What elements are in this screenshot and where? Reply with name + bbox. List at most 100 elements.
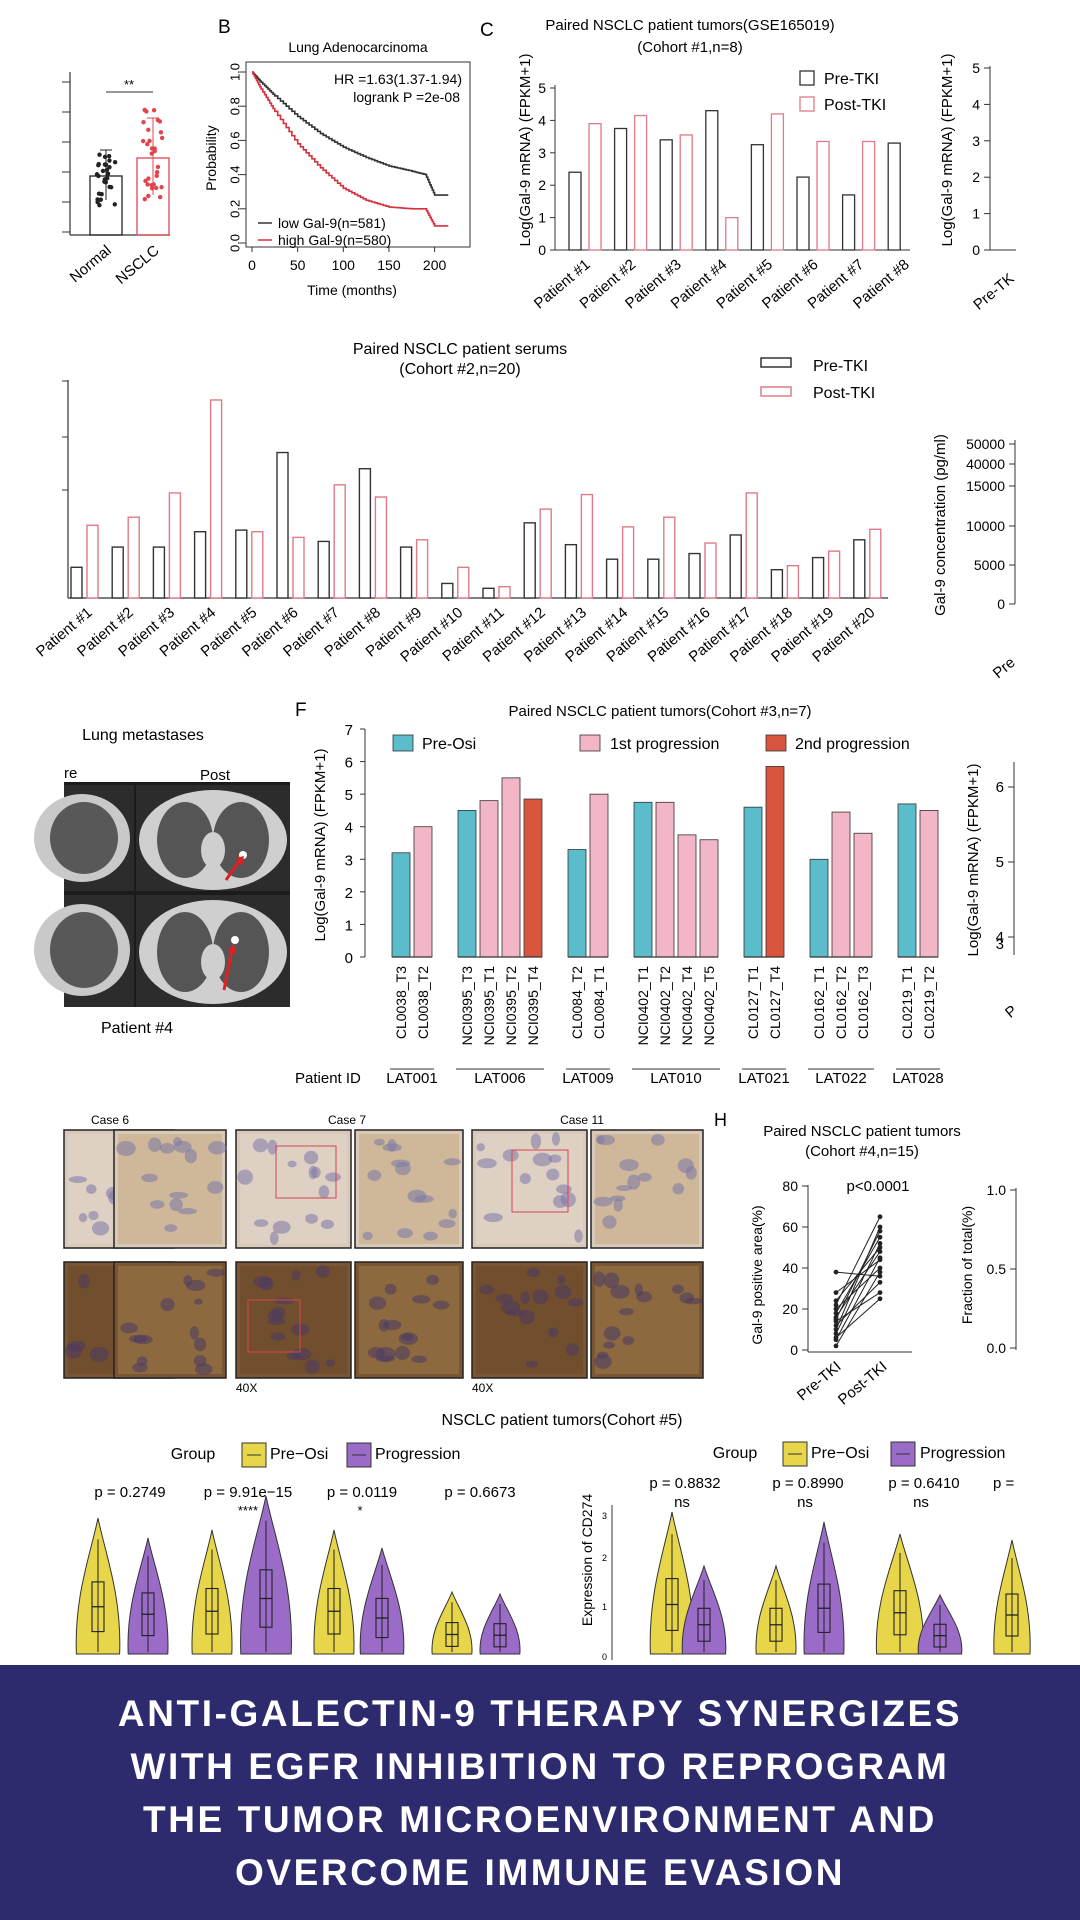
panel-b-ytick-label: 0.4 (227, 166, 242, 184)
paired-point-pre (833, 1310, 839, 1316)
dot-normal (107, 158, 112, 163)
ct-scan-post-bottom (136, 895, 290, 1007)
arrow-icon-head (228, 944, 236, 954)
cell-nucleus (603, 1326, 621, 1341)
paired-point-post (877, 1234, 883, 1240)
panel-h-letter: H (714, 1110, 727, 1130)
bar-f (391, 852, 411, 958)
cell-nucleus (520, 1291, 531, 1304)
panel-i-right-ytick: 3 (602, 1511, 607, 1521)
panel-i-legend-pre-right: Pre−Osi (811, 1445, 869, 1462)
cell-nucleus (177, 1208, 198, 1215)
dot-nsclc (141, 120, 146, 125)
xtick-nsclc: NSCLC (113, 242, 163, 288)
paired-point-pre (833, 1302, 839, 1308)
bar-d (523, 522, 536, 599)
bar-d (374, 496, 388, 599)
dot-normal (112, 202, 117, 207)
panel-h-title-2: (Cohort #4,n=15) (805, 1143, 919, 1160)
panel-f-sample-label: NCI0395_T4 (525, 966, 541, 1046)
pvalue-right-1: p = 0.8832 (649, 1475, 720, 1492)
cell-nucleus (596, 1351, 609, 1359)
paired-point-post (877, 1241, 883, 1246)
panel-i-group-label-left: Group (171, 1446, 216, 1463)
bar-d (441, 582, 454, 599)
panel-b-ytick-label: 0.8 (227, 97, 242, 115)
panel-c: C Paired NSCLC patient tumors(GSE165019)… (480, 17, 1018, 314)
panel-c-side-xtick: Pre-TK (970, 270, 1017, 314)
cell-nucleus (253, 1276, 272, 1288)
pvalue-left-2: p = 9.91e−15 (204, 1484, 292, 1501)
panel-f-sample-label: CL0162_T2 (833, 966, 849, 1039)
panel-f-ytick-label: 6 (345, 755, 353, 772)
dot-normal (105, 176, 110, 181)
panel-d-side-ytick-label: 15000 (966, 478, 1005, 494)
bar-f (699, 839, 719, 958)
bar-d (827, 550, 841, 599)
panel-i-right-ylabel: Expression of CD274 (579, 1494, 595, 1627)
panel-f-sample-label: CL0084_T1 (591, 966, 607, 1039)
bar-c (568, 171, 582, 251)
panel-c-ytick-label: 5 (538, 80, 546, 96)
cell-nucleus (384, 1283, 397, 1295)
paired-line (835, 1216, 881, 1306)
cell-nucleus (252, 1138, 269, 1153)
dot-nsclc (158, 130, 164, 135)
cell-nucleus (548, 1154, 562, 1163)
cell-nucleus (78, 1273, 90, 1289)
panel-f-side-xtick: P (1002, 1002, 1021, 1021)
panel-c-side-ytick-label: 0 (972, 242, 980, 258)
panel-c-side-ytick-label: 1 (972, 206, 980, 222)
panel-i-right-ytick: 0 (602, 1652, 607, 1662)
cell-nucleus (89, 1346, 109, 1362)
panel-i-title: NSCLC patient tumors(Cohort #5) (442, 1412, 683, 1429)
cell-nucleus (269, 1231, 279, 1245)
panel-b-ytick-label: 0.6 (227, 131, 242, 149)
cell-nucleus (120, 1322, 138, 1334)
pvalue-left-4: p = 0.6673 (444, 1484, 515, 1501)
panel-h-chart: 0 20 40 60 80 (782, 1178, 883, 1358)
violin-plots (75, 1495, 1031, 1655)
paired-point-post (877, 1249, 883, 1254)
panel-f-sample-label: CL0162_T1 (811, 966, 827, 1039)
bar-d (399, 546, 413, 599)
dot-nsclc (143, 178, 148, 184)
panel-c-ytick-label: 0 (538, 242, 546, 258)
panel-f-side-ytick-label: 4 (996, 929, 1004, 946)
cell-nucleus (362, 1231, 373, 1241)
cell-nucleus (207, 1180, 224, 1194)
panel-f-ytick-label: 0 (345, 950, 353, 967)
paired-point-post (877, 1257, 883, 1263)
bar-f (501, 777, 521, 958)
cell-nucleus (237, 1169, 253, 1185)
cell-nucleus (318, 1185, 330, 1199)
dot-normal (94, 172, 100, 177)
paired-point-pre (833, 1298, 839, 1304)
bar-d (457, 566, 470, 599)
panel-f-sample-label: CL0219_T2 (921, 966, 937, 1039)
panel-f-sample-label: NCI0395_T2 (503, 966, 519, 1046)
cell-nucleus (132, 1362, 148, 1373)
bar-f (567, 849, 587, 958)
cell-nucleus (530, 1133, 542, 1150)
cell-nucleus (208, 1140, 227, 1155)
cell-nucleus (574, 1229, 583, 1243)
bar-d (358, 467, 372, 599)
ns-right-3: ns (913, 1494, 929, 1511)
cell-nucleus (672, 1183, 685, 1195)
cell-nucleus (483, 1212, 503, 1223)
cell-nucleus (326, 1359, 336, 1368)
dot-nsclc (155, 164, 161, 170)
cell-nucleus (610, 1284, 630, 1299)
cell-nucleus (501, 1300, 521, 1315)
panel-i-legend-prog-right: Progression (920, 1445, 1005, 1462)
cell-nucleus (91, 1221, 110, 1236)
panel-f-title: Paired NSCLC patient tumors(Cohort #3,n=… (508, 703, 811, 720)
ns-right-1: ns (674, 1494, 690, 1511)
panel-e-col-pre: re (64, 765, 77, 782)
bar-f (831, 811, 851, 958)
panel-c-side-ytick-label: 2 (972, 169, 980, 185)
panel-i-group-label-right: Group (713, 1445, 758, 1462)
panel-a-dots (94, 107, 165, 208)
banner-line-4: OVERCOME IMMUNE EVASION (234, 1851, 846, 1893)
